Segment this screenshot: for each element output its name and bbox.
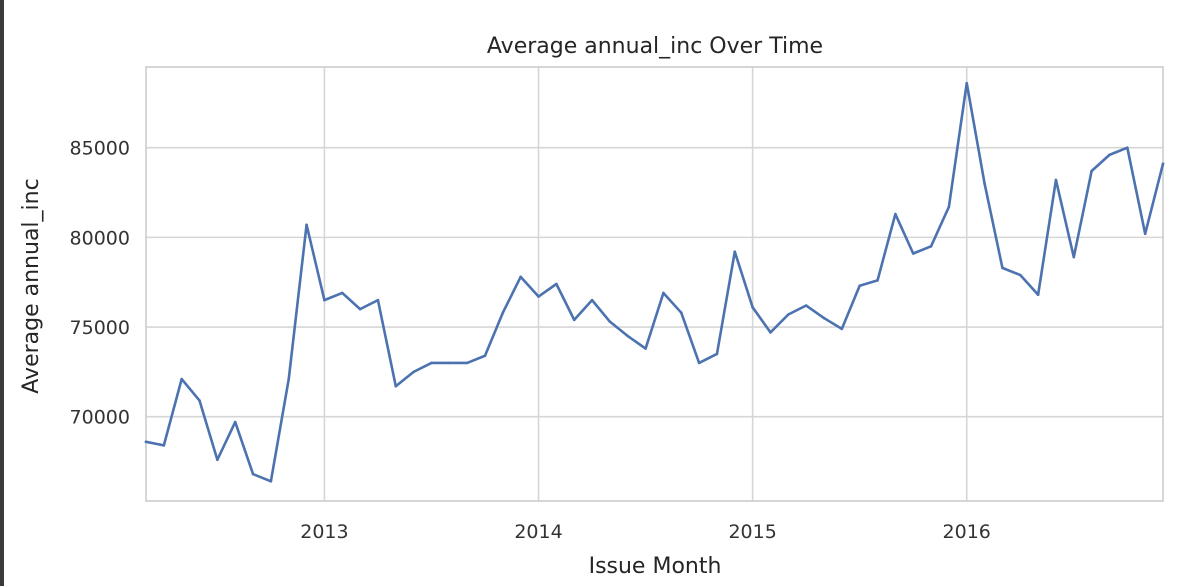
data-point	[412, 370, 415, 374]
data-point	[662, 291, 665, 295]
x-tick-label: 2014	[514, 521, 562, 543]
data-point	[537, 295, 540, 298]
data-point	[1072, 255, 1076, 259]
data-point	[608, 320, 612, 323]
data-point	[929, 245, 933, 248]
plot-area-border	[145, 66, 1164, 502]
data-point	[465, 361, 469, 365]
data-point	[733, 250, 737, 254]
data-point	[965, 81, 969, 85]
data-point	[947, 205, 951, 209]
data-point	[305, 223, 308, 227]
data-point	[358, 307, 362, 311]
y-tick-label: 75000	[70, 317, 130, 339]
x-tick-labels: 2013 2014 2015 2016	[300, 521, 991, 543]
data-point	[590, 298, 594, 302]
data-point	[1161, 162, 1165, 166]
data-point	[448, 361, 451, 365]
data-point	[233, 420, 237, 424]
data-point	[751, 306, 754, 309]
y-tick-label: 70000	[70, 407, 130, 429]
chart-title: Average annual_inc Over Time	[487, 34, 823, 59]
data-point	[697, 361, 701, 365]
data-point	[1090, 169, 1093, 173]
y-tick-label: 80000	[70, 227, 130, 249]
data-point	[644, 347, 647, 350]
data-point	[911, 252, 915, 255]
data-point	[216, 458, 219, 462]
window-frame-edge	[0, 0, 4, 586]
x-tick-label: 2015	[728, 521, 776, 543]
y-tick-labels: 70000 75000 80000 85000	[70, 138, 130, 429]
data-point	[287, 377, 291, 381]
data-point	[822, 316, 826, 320]
data-point	[1143, 232, 1147, 236]
data-point	[376, 298, 380, 302]
data-point	[1036, 293, 1040, 297]
data-point	[626, 334, 630, 338]
data-point	[769, 331, 772, 334]
data-point	[519, 275, 522, 279]
x-tick-label: 2013	[300, 521, 348, 543]
data-point	[1108, 153, 1111, 157]
data-point	[715, 352, 719, 356]
data-point	[840, 327, 844, 331]
data-point	[858, 284, 861, 288]
data-point	[1001, 266, 1004, 270]
data-point	[1126, 146, 1129, 149]
data-point	[269, 479, 273, 483]
x-axis-title: Issue Month	[589, 554, 722, 579]
data-point	[572, 318, 576, 322]
data-point	[340, 291, 344, 295]
data-point	[251, 472, 255, 476]
data-point	[983, 182, 986, 185]
data-point	[501, 311, 505, 314]
series-layer	[144, 81, 1165, 483]
data-point	[894, 212, 897, 216]
data-point	[804, 304, 808, 307]
series-line	[144, 81, 1165, 483]
data-point	[483, 354, 487, 358]
data-point	[144, 440, 148, 444]
data-point	[430, 361, 433, 365]
data-point	[876, 279, 879, 282]
grid-lines	[146, 67, 1163, 501]
y-axis-title: Average annual_inc	[19, 178, 44, 393]
x-tick-label: 2016	[943, 521, 991, 543]
data-point	[787, 313, 790, 316]
y-tick-label: 85000	[70, 138, 130, 160]
data-point	[1054, 178, 1058, 182]
data-point	[162, 444, 166, 447]
data-point	[198, 399, 201, 402]
data-point	[180, 377, 183, 381]
data-point	[555, 282, 558, 286]
data-point	[1018, 273, 1022, 277]
data-point	[394, 384, 398, 388]
data-point	[323, 298, 326, 302]
data-point	[679, 311, 683, 314]
